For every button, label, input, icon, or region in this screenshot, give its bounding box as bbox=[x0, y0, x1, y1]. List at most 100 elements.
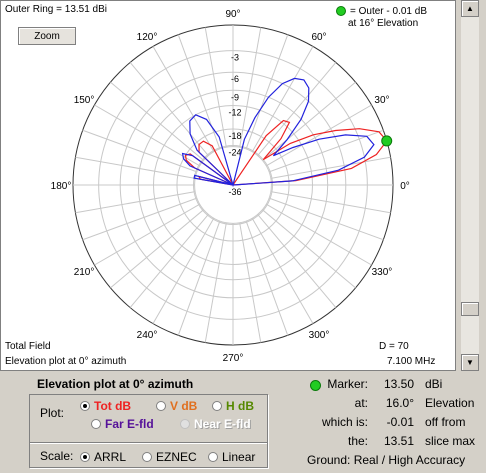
scroll-down-icon[interactable]: ▼ bbox=[461, 354, 479, 371]
h-db-label: H dB bbox=[226, 399, 254, 413]
scale-label: Scale: bbox=[40, 449, 74, 463]
legend-line-1: = Outer - 0.01 dB bbox=[336, 6, 427, 17]
radio-arrl[interactable]: ARRL bbox=[80, 450, 126, 464]
linear-label: Linear bbox=[222, 450, 256, 464]
db-tick-label: -3 bbox=[231, 53, 239, 63]
plot-label: Plot: bbox=[40, 406, 65, 420]
angle-tick-label: 270° bbox=[223, 353, 244, 364]
grid-spoke bbox=[94, 203, 200, 266]
radio-tot-db[interactable]: Tot dB bbox=[80, 399, 131, 413]
grid-spoke bbox=[110, 209, 204, 289]
red-series-line bbox=[184, 119, 388, 187]
v-db-label: V dB bbox=[170, 399, 198, 413]
marker-dot-icon bbox=[336, 6, 346, 17]
marker-unit: dBi bbox=[425, 377, 443, 391]
grid-spoke bbox=[268, 197, 384, 241]
legend-line-2: at 16° Elevation bbox=[348, 18, 419, 29]
marker-value: 13.50 bbox=[383, 377, 414, 391]
which-unit: off from bbox=[425, 415, 466, 429]
grid-spoke bbox=[262, 81, 356, 161]
angle-tick-label: 300° bbox=[309, 330, 330, 341]
grid-spoke bbox=[251, 218, 314, 324]
radio-h-db[interactable]: H dB bbox=[212, 399, 254, 413]
outer-ring-label: Outer Ring = 13.51 dBi bbox=[5, 4, 108, 15]
angle-tick-label: 330° bbox=[372, 267, 393, 278]
radio-far-efld[interactable]: Far E-fld bbox=[91, 417, 154, 431]
total-field-label: Total Field bbox=[5, 341, 51, 352]
at-value: 16.0° bbox=[385, 396, 414, 410]
tot-db-label: Tot dB bbox=[94, 399, 132, 413]
eznec-label: EZNEC bbox=[156, 450, 197, 464]
the-value: 13.51 bbox=[383, 434, 414, 448]
grid-spoke bbox=[204, 222, 227, 343]
grid-spoke bbox=[266, 203, 372, 266]
radio-circle bbox=[80, 452, 90, 462]
angle-tick-label: 90° bbox=[225, 9, 240, 20]
grid-spoke bbox=[266, 104, 372, 167]
grid-spoke bbox=[129, 62, 209, 156]
radio-circle bbox=[80, 401, 90, 411]
grid-spoke bbox=[204, 27, 227, 148]
db-tick-label: -6 bbox=[231, 74, 239, 84]
grid-spoke bbox=[257, 214, 337, 308]
grid-spoke bbox=[177, 220, 221, 336]
grid-spoke bbox=[152, 46, 215, 152]
radio-circle bbox=[212, 401, 222, 411]
plot-caption: Elevation plot at 0° azimuth bbox=[37, 377, 194, 391]
which-label: which is: bbox=[321, 415, 368, 429]
far-efld-label: Far E-fld bbox=[105, 417, 154, 431]
plot-description: Elevation plot at 0° azimuth bbox=[5, 356, 127, 367]
grid-spoke bbox=[177, 34, 221, 150]
radio-eznec[interactable]: EZNEC bbox=[142, 450, 197, 464]
options-divider bbox=[30, 442, 267, 443]
legend-text-1: = Outer - 0.01 dB bbox=[350, 6, 427, 17]
near-efld-label: Near E-fld bbox=[194, 417, 251, 431]
vertical-scrollbar[interactable]: ▲ ▼ bbox=[461, 0, 479, 371]
grid-spoke bbox=[270, 156, 391, 179]
marker-icon bbox=[310, 380, 321, 391]
grid-spoke bbox=[245, 34, 289, 150]
grid-spoke bbox=[251, 46, 314, 152]
db-tick-label: -36 bbox=[228, 187, 241, 197]
grid-spoke bbox=[110, 81, 204, 161]
radio-linear[interactable]: Linear bbox=[208, 450, 255, 464]
scroll-thumb[interactable] bbox=[461, 302, 479, 316]
db-tick-label: -9 bbox=[231, 92, 239, 102]
angle-tick-label: 30° bbox=[374, 95, 389, 106]
radio-circle bbox=[156, 401, 166, 411]
db-tick-label: -12 bbox=[228, 107, 241, 117]
db-tick-label: -24 bbox=[228, 147, 241, 157]
zoom-button[interactable]: Zoom bbox=[18, 27, 76, 45]
angle-tick-label: 0° bbox=[400, 181, 410, 192]
angle-tick-label: 210° bbox=[74, 267, 95, 278]
radio-v-db[interactable]: V dB bbox=[156, 399, 197, 413]
grid-spoke bbox=[152, 218, 215, 324]
ground-label: Ground: Real / High Accuracy bbox=[307, 453, 466, 467]
blue-series-line bbox=[181, 77, 375, 188]
angle-tick-label: 180° bbox=[51, 181, 72, 192]
arrl-label: ARRL bbox=[94, 450, 127, 464]
plot-options-box: Plot: Tot dB V dB H dB Far E-fld Near E-… bbox=[29, 394, 268, 468]
radio-circle bbox=[142, 452, 152, 462]
angle-tick-label: 150° bbox=[74, 95, 95, 106]
grid-spoke bbox=[257, 62, 337, 156]
angle-tick-label: 60° bbox=[311, 32, 326, 43]
radio-circle bbox=[180, 419, 190, 429]
angle-tick-label: 120° bbox=[137, 32, 158, 43]
the-unit: slice max bbox=[425, 434, 476, 448]
radio-circle bbox=[208, 452, 218, 462]
which-value: -0.01 bbox=[386, 415, 414, 429]
marker-label: Marker: bbox=[327, 377, 368, 391]
frequency-label: 7.100 MHz bbox=[387, 356, 436, 367]
db-tick-label: -18 bbox=[228, 131, 241, 141]
grid-spoke bbox=[268, 129, 384, 173]
radio-circle bbox=[91, 419, 101, 429]
grid-spoke bbox=[270, 191, 391, 214]
grid-spoke bbox=[75, 156, 196, 179]
grid-spoke bbox=[239, 27, 262, 148]
scroll-up-icon[interactable]: ▲ bbox=[461, 0, 479, 17]
grid-spoke bbox=[245, 220, 289, 336]
grid-spoke bbox=[82, 197, 198, 241]
radio-near-efld: Near E-fld bbox=[180, 417, 251, 431]
polar-plot-panel: 0° 30° 60° 90° 120° 150° 180° 210° 240° 270° 300° 3… bbox=[0, 0, 456, 371]
